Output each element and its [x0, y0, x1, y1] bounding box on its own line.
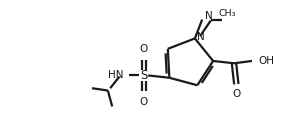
- Text: N: N: [205, 11, 212, 21]
- Text: S: S: [140, 69, 148, 82]
- Text: N: N: [197, 32, 205, 42]
- Text: O: O: [140, 97, 148, 107]
- Text: CH₃: CH₃: [218, 9, 235, 18]
- Text: HN: HN: [108, 70, 124, 80]
- Text: O: O: [140, 44, 148, 54]
- Text: OH: OH: [258, 56, 274, 66]
- Text: O: O: [232, 89, 240, 99]
